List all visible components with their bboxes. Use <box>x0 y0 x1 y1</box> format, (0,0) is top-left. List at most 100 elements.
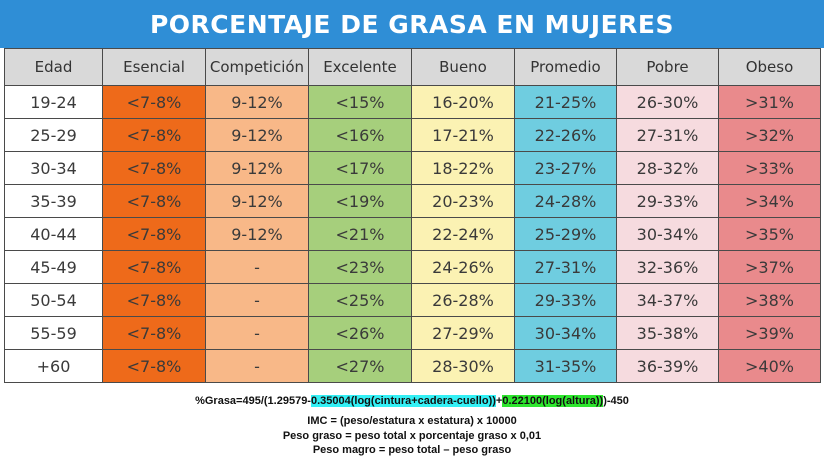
body-fat-table: Edad Esencial Competición Excelente Buen… <box>4 48 821 383</box>
cell-competicion: 9-12% <box>205 217 309 251</box>
cell-bueno: 17-21% <box>411 118 515 152</box>
cell-promedio: 21-25% <box>514 85 617 119</box>
cell-bueno: 26-28% <box>411 283 515 317</box>
cell-excelente: <23% <box>308 250 412 284</box>
cell-excelente: <26% <box>308 316 412 350</box>
table-row: 55-59 <7-8% - <26% 27-29% 30-34% 35-38% >39% <box>4 316 821 350</box>
imc-note: IMC = (peso/estatura x estatura) x 10000 <box>307 415 517 427</box>
cell-bueno: 18-22% <box>411 151 515 185</box>
cell-promedio: 23-27% <box>514 151 617 185</box>
table-row: +60 <7-8% - <27% 28-30% 31-35% 36-39% >40% <box>4 349 821 383</box>
cell-pobre: 36-39% <box>616 349 719 383</box>
cell-age: +60 <box>4 349 103 383</box>
cell-pobre: 32-36% <box>616 250 719 284</box>
cell-esencial: <7-8% <box>102 316 206 350</box>
formula-cintura-term: 0.35004(log(cintura+cadera-cuello)) <box>310 395 496 407</box>
cell-age: 40-44 <box>4 217 103 251</box>
cell-competicion: - <box>205 349 309 383</box>
table-row: 25-29 <7-8% 9-12% <16% 17-21% 22-26% 27-31% >32… <box>4 118 821 152</box>
cell-pobre: 27-31% <box>616 118 719 152</box>
table-body: 19-24 <7-8% 9-12% <15% 16-20% 21-25% 26-30% >31… <box>4 85 821 383</box>
table-row: 19-24 <7-8% 9-12% <15% 16-20% 21-25% 26-30% >31… <box>4 85 821 119</box>
cell-excelente: <15% <box>308 85 412 119</box>
cell-esencial: <7-8% <box>102 151 206 185</box>
title-banner: PORCENTAJE DE GRASA EN MUJERES <box>0 0 824 48</box>
table-row: 45-49 <7-8% - <23% 24-26% 27-31% 32-36% >37% <box>4 250 821 284</box>
formula-part-3: + <box>495 395 503 407</box>
cell-obeso: >37% <box>718 250 821 284</box>
cell-promedio: 30-34% <box>514 316 617 350</box>
header-row: Edad Esencial Competición Excelente Buen… <box>4 48 821 86</box>
table-row: 50-54 <7-8% - <25% 26-28% 29-33% 34-37% >38% <box>4 283 821 317</box>
fat-formula: %Grasa=495/(1.29579-0.35004(log(cintura+… <box>0 392 824 411</box>
cell-promedio: 24-28% <box>514 184 617 218</box>
formula-part-5: )-450 <box>603 395 629 407</box>
cell-competicion: - <box>205 250 309 284</box>
header-edad: Edad <box>4 48 103 86</box>
header-esencial: Esencial <box>102 48 206 86</box>
cell-excelente: <19% <box>308 184 412 218</box>
peso-graso-note: Peso graso = peso total x porcentaje gra… <box>282 429 542 442</box>
cell-competicion: - <box>205 316 309 350</box>
cell-promedio: 31-35% <box>514 349 617 383</box>
cell-esencial: <7-8% <box>102 217 206 251</box>
cell-promedio: 22-26% <box>514 118 617 152</box>
cell-excelente: <21% <box>308 217 412 251</box>
cell-excelente: <25% <box>308 283 412 317</box>
table-row: 35-39 <7-8% 9-12% <19% 20-23% 24-28% 29-33% >34… <box>4 184 821 218</box>
cell-competicion: 9-12% <box>205 151 309 185</box>
cell-pobre: 34-37% <box>616 283 719 317</box>
page-title: PORCENTAJE DE GRASA EN MUJERES <box>149 9 675 39</box>
cell-esencial: <7-8% <box>102 118 206 152</box>
cell-competicion: 9-12% <box>205 85 309 119</box>
cell-esencial: <7-8% <box>102 283 206 317</box>
cell-obeso: >35% <box>718 217 821 251</box>
formula-altura-term: 0.22100(log(altura)) <box>502 395 604 407</box>
cell-age: 25-29 <box>4 118 103 152</box>
cell-obeso: >32% <box>718 118 821 152</box>
formula-notes: %Grasa=495/(1.29579-0.35004(log(cintura+… <box>0 392 824 458</box>
cell-age: 30-34 <box>4 151 103 185</box>
cell-excelente: <27% <box>308 349 412 383</box>
cell-excelente: <17% <box>308 151 412 185</box>
cell-competicion: 9-12% <box>205 184 309 218</box>
header-competicion: Competición <box>205 48 309 86</box>
cell-bueno: 20-23% <box>411 184 515 218</box>
cell-bueno: 24-26% <box>411 250 515 284</box>
cell-bueno: 28-30% <box>411 349 515 383</box>
header-promedio: Promedio <box>514 48 617 86</box>
cell-esencial: <7-8% <box>102 349 206 383</box>
header-excelente: Excelente <box>308 48 412 86</box>
header-pobre: Pobre <box>616 48 719 86</box>
cell-pobre: 35-38% <box>616 316 719 350</box>
cell-obeso: >31% <box>718 85 821 119</box>
cell-esencial: <7-8% <box>102 184 206 218</box>
cell-competicion: - <box>205 283 309 317</box>
cell-age: 45-49 <box>4 250 103 284</box>
table-row: 30-34 <7-8% 9-12% <17% 18-22% 23-27% 28-32% >33… <box>4 151 821 185</box>
cell-esencial: <7-8% <box>102 85 206 119</box>
cell-pobre: 26-30% <box>616 85 719 119</box>
cell-esencial: <7-8% <box>102 250 206 284</box>
cell-obeso: >39% <box>718 316 821 350</box>
table-row: 40-44 <7-8% 9-12% <21% 22-24% 25-29% 30-34% >35… <box>4 217 821 251</box>
header-bueno: Bueno <box>411 48 515 86</box>
cell-obeso: >40% <box>718 349 821 383</box>
cell-age: 19-24 <box>4 85 103 119</box>
cell-age: 55-59 <box>4 316 103 350</box>
cell-age: 50-54 <box>4 283 103 317</box>
cell-obeso: >34% <box>718 184 821 218</box>
cell-pobre: 30-34% <box>616 217 719 251</box>
cell-bueno: 22-24% <box>411 217 515 251</box>
cell-promedio: 25-29% <box>514 217 617 251</box>
formula-part-1: %Grasa=495/(1.29579- <box>195 395 311 407</box>
cell-competicion: 9-12% <box>205 118 309 152</box>
header-obeso: Obeso <box>718 48 821 86</box>
cell-bueno: 27-29% <box>411 316 515 350</box>
cell-pobre: 28-32% <box>616 151 719 185</box>
cell-excelente: <16% <box>308 118 412 152</box>
cell-obeso: >38% <box>718 283 821 317</box>
peso-magro-note: Peso magro = peso total – peso graso <box>312 444 512 456</box>
cell-pobre: 29-33% <box>616 184 719 218</box>
cell-age: 35-39 <box>4 184 103 218</box>
